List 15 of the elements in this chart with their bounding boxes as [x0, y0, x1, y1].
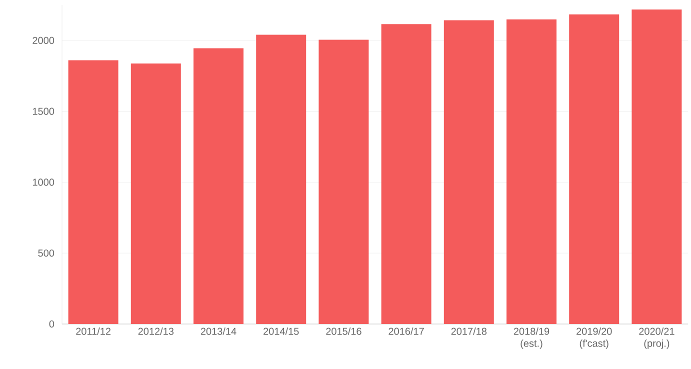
- y-tick-label: 1500: [32, 108, 54, 115]
- x-tick-label: 2020/21 (proj.): [639, 328, 674, 349]
- x-tick-label: 2016/17: [388, 328, 424, 335]
- x-tick-label: 2012/13: [138, 328, 174, 335]
- x-tick-label: 2013/14: [200, 328, 236, 335]
- x-tick-label: 2014/15: [264, 328, 299, 335]
- y-tick-label: 0: [49, 320, 54, 328]
- x-tick-label: 2011/12: [76, 328, 110, 335]
- x-tick-label: 2017/18: [451, 328, 487, 335]
- x-tick-label: 2018/19 (est.): [514, 328, 550, 349]
- y-tick-label: 500: [38, 250, 54, 257]
- y-tick-label: 1000: [32, 178, 54, 186]
- x-tick-label: 2015/16: [326, 328, 362, 335]
- y-tick-label: 2000: [32, 36, 54, 44]
- x-tick-label: 2019/20 (f'cast): [576, 328, 612, 349]
